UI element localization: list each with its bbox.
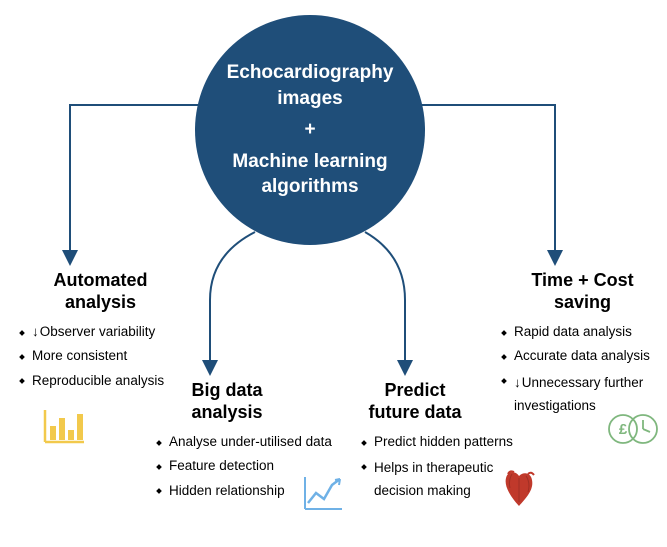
svg-text:£: £: [619, 421, 628, 438]
line-chart-icon: [302, 475, 344, 511]
circle-line1: Echocardiography: [227, 60, 394, 86]
branch-title: Big dataanalysis: [167, 380, 287, 423]
branch-automated: Automatedanalysis ↓Observer variability …: [18, 270, 183, 396]
list-item: ↓Unnecessary furtherinvestigations: [500, 372, 665, 418]
list-item: Predict hidden patterns: [360, 433, 545, 451]
branch-title: Automatedanalysis: [18, 270, 183, 313]
bar-chart-icon: [42, 408, 86, 444]
list-item: More consistent: [18, 347, 183, 365]
branch-title: Predictfuture data: [360, 380, 470, 423]
down-arrow-icon: ↓: [514, 372, 521, 395]
branch-timecost: Time + Costsaving Rapid data analysis Ac…: [500, 270, 665, 424]
list-item: Accurate data analysis: [500, 347, 665, 365]
down-arrow-icon: ↓: [32, 323, 39, 341]
circle-line4: algorithms: [261, 174, 358, 200]
list-item: Analyse under-utilised data: [155, 433, 355, 451]
list-item: ↓Observer variability: [18, 323, 183, 341]
circle-line2: images: [277, 86, 342, 112]
list-item: Feature detection: [155, 457, 355, 475]
circle-line3: Machine learning: [232, 149, 387, 175]
list-item: Rapid data analysis: [500, 323, 665, 341]
circle-plus: +: [304, 117, 315, 143]
branch-title: Time + Costsaving: [500, 270, 665, 313]
bullet-list: Rapid data analysis Accurate data analys…: [500, 323, 665, 417]
pound-clock-icon: £: [608, 412, 658, 446]
center-circle: Echocardiography images + Machine learni…: [195, 15, 425, 245]
heart-icon: [498, 468, 540, 510]
